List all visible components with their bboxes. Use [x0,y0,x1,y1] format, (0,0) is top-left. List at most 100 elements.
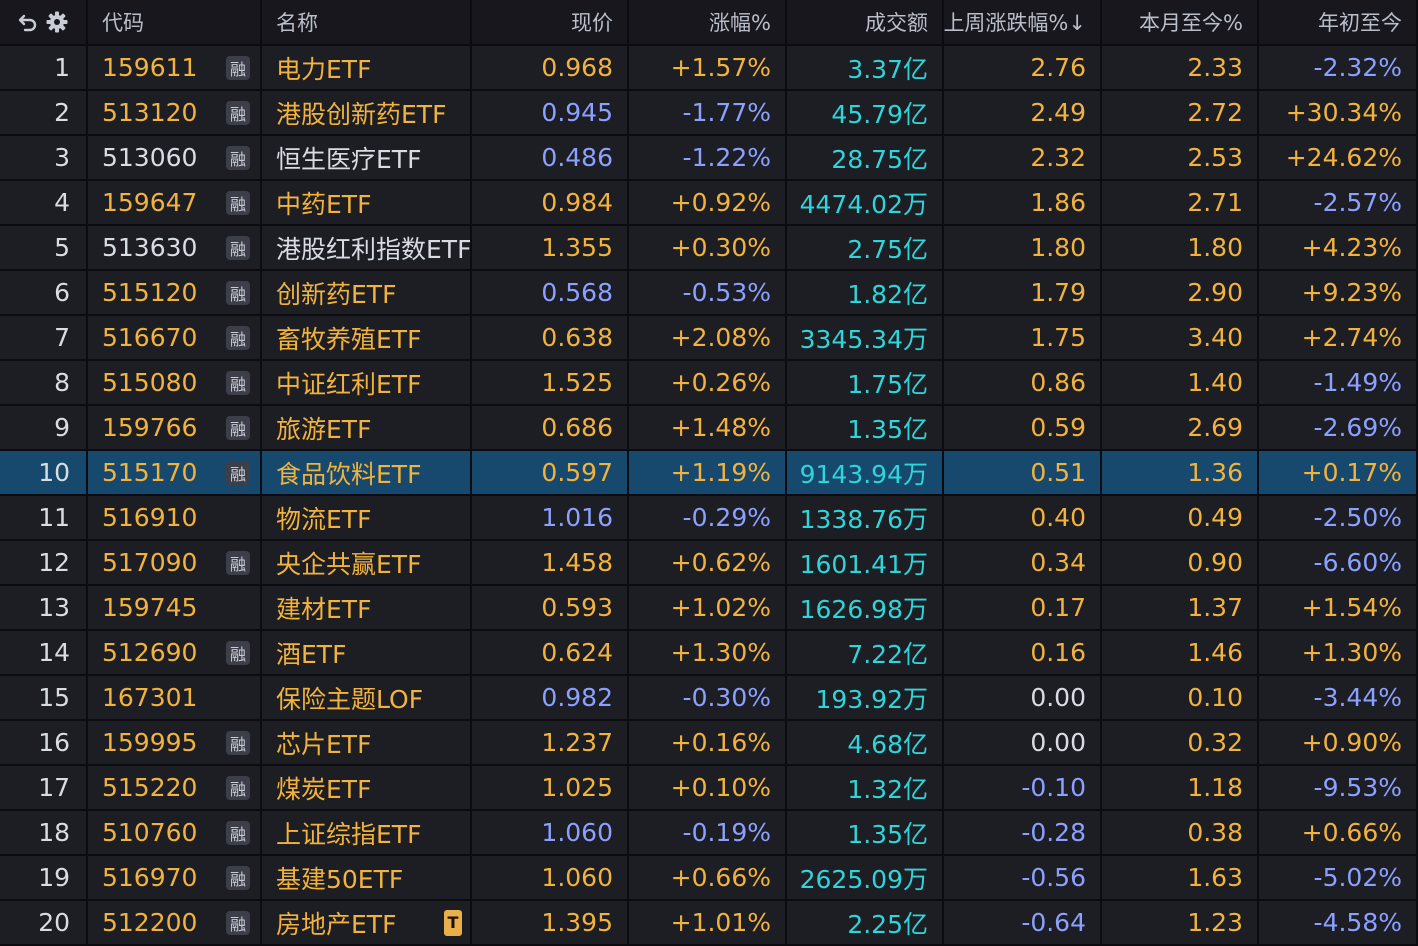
code-cell[interactable]: 515220 融 [88,766,262,811]
ytd-cell: +1.54% [1259,586,1418,631]
stock-code: 516970 [102,863,198,892]
stock-name: 港股红利指数ETF [276,234,472,264]
name-cell[interactable]: 房地产ETF T [262,901,472,946]
volume-cell: 3.37亿 [787,46,944,91]
name-cell[interactable]: 恒生医疗ETF [262,136,472,181]
refresh-icon[interactable] [18,12,38,32]
volume-cell: 1.35亿 [787,811,944,856]
stock-name: 中证红利ETF [276,369,422,399]
name-cell[interactable]: 建材ETF [262,586,472,631]
header-last-week[interactable]: 上周涨跌幅%↓ [944,0,1102,46]
name-cell[interactable]: 畜牧养殖ETF [262,316,472,361]
header-price[interactable]: 现价 [472,0,629,46]
change-cell: +0.66% [629,856,787,901]
code-cell[interactable]: 517090 融 [88,541,262,586]
price-cell: 1.060 [472,856,629,901]
code-cell[interactable]: 513060 融 [88,136,262,181]
ytd-cell: -6.60% [1259,541,1418,586]
code-cell[interactable]: 516910 [88,496,262,541]
code-cell[interactable]: 515120 融 [88,271,262,316]
name-cell[interactable]: 中药ETF [262,181,472,226]
stock-name: 恒生医疗ETF [276,144,422,174]
code-cell[interactable]: 516970 融 [88,856,262,901]
code-cell[interactable]: 515170 融 [88,451,262,496]
name-cell[interactable]: 电力ETF [262,46,472,91]
header-name[interactable]: 名称 [262,0,472,46]
ytd-cell: +9.23% [1259,271,1418,316]
volume-cell: 1626.98万 [787,586,944,631]
row-index: 19 [0,856,88,901]
price-cell: 1.355 [472,226,629,271]
header-ytd[interactable]: 年初至今 [1259,0,1418,46]
row-index: 5 [0,226,88,271]
header-volume[interactable]: 成交额 [787,0,944,46]
header-mtd[interactable]: 本月至今% [1102,0,1259,46]
volume-cell: 193.92万 [787,676,944,721]
name-cell[interactable]: 保险主题LOF [262,676,472,721]
stock-name: 旅游ETF [276,414,372,444]
name-cell[interactable]: 中证红利ETF [262,361,472,406]
code-cell[interactable]: 512200 融 [88,901,262,946]
row-index: 14 [0,631,88,676]
name-cell[interactable]: 酒ETF [262,631,472,676]
price-cell: 0.568 [472,271,629,316]
row-index: 9 [0,406,88,451]
name-cell[interactable]: 港股创新药ETF [262,91,472,136]
margin-trading-badge: 融 [226,55,250,80]
stock-name: 建材ETF [276,594,372,624]
last-week-cell: 0.34 [944,541,1102,586]
change-cell: +1.48% [629,406,787,451]
stock-name: 中药ETF [276,189,372,219]
price-cell: 0.982 [472,676,629,721]
volume-cell: 9143.94万 [787,451,944,496]
stock-code: 517090 [102,548,198,577]
volume-cell: 2.75亿 [787,226,944,271]
code-cell[interactable]: 515080 融 [88,361,262,406]
name-cell[interactable]: 旅游ETF [262,406,472,451]
stock-code: 515120 [102,278,198,307]
code-cell[interactable]: 159611 融 [88,46,262,91]
price-cell: 0.486 [472,136,629,181]
mtd-cell: 1.37 [1102,586,1259,631]
code-cell[interactable]: 159766 融 [88,406,262,451]
stock-code: 159745 [102,593,198,622]
code-cell[interactable]: 510760 融 [88,811,262,856]
price-cell: 1.237 [472,721,629,766]
last-week-cell: 0.86 [944,361,1102,406]
mtd-cell: 2.69 [1102,406,1259,451]
code-cell[interactable]: 159647 融 [88,181,262,226]
name-cell[interactable]: 港股红利指数ETF [262,226,472,271]
gear-icon[interactable] [46,11,68,33]
row-index: 20 [0,901,88,946]
name-cell[interactable]: 创新药ETF [262,271,472,316]
code-cell[interactable]: 516670 融 [88,316,262,361]
code-cell[interactable]: 159995 融 [88,721,262,766]
name-cell[interactable]: 食品饮料ETF [262,451,472,496]
name-cell[interactable]: 煤炭ETF [262,766,472,811]
name-cell[interactable]: 央企共赢ETF [262,541,472,586]
code-cell[interactable]: 513630 融 [88,226,262,271]
ytd-cell: +4.23% [1259,226,1418,271]
code-cell[interactable]: 159745 [88,586,262,631]
header-code[interactable]: 代码 [88,0,262,46]
last-week-cell: 2.76 [944,46,1102,91]
stock-code: 159766 [102,413,198,442]
ytd-cell: -2.50% [1259,496,1418,541]
code-cell[interactable]: 167301 [88,676,262,721]
code-cell[interactable]: 513120 融 [88,91,262,136]
margin-trading-badge: 融 [226,325,250,350]
stock-name: 创新药ETF [276,279,397,309]
name-cell[interactable]: 物流ETF [262,496,472,541]
row-index: 17 [0,766,88,811]
name-cell[interactable]: 基建50ETF [262,856,472,901]
row-index: 10 [0,451,88,496]
name-cell[interactable]: 芯片ETF [262,721,472,766]
volume-cell: 7.22亿 [787,631,944,676]
code-cell[interactable]: 512690 融 [88,631,262,676]
price-cell: 0.968 [472,46,629,91]
stock-name: 畜牧养殖ETF [276,324,422,354]
stock-code: 512200 [102,908,198,937]
name-cell[interactable]: 上证综指ETF [262,811,472,856]
header-change[interactable]: 涨幅% [629,0,787,46]
price-cell: 0.593 [472,586,629,631]
